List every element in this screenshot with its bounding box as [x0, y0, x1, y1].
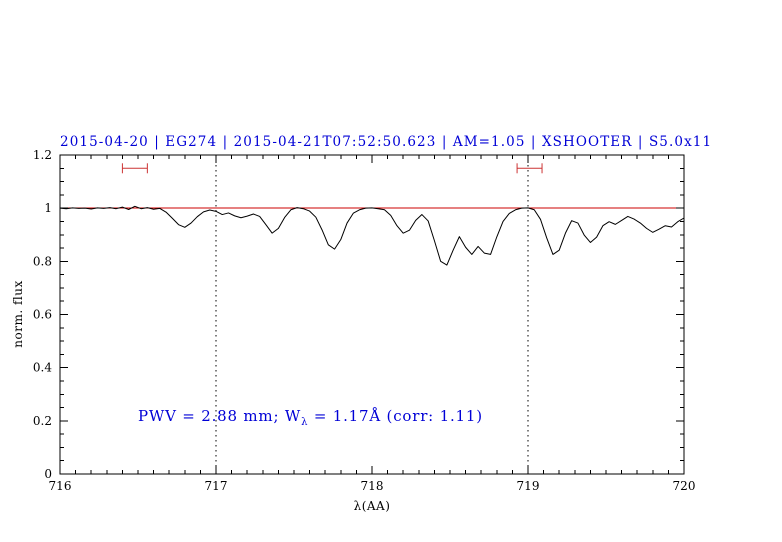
svg-text:717: 717 — [205, 479, 228, 493]
pwv-annotation: PWV = 2.88 mm; Wλ = 1.17Å (corr: 1.11) — [138, 407, 483, 428]
svg-text:718: 718 — [361, 479, 384, 493]
pwv-annotation-suffix: = 1.17Å (corr: 1.11) — [308, 407, 483, 425]
range-markers — [121, 163, 543, 174]
pwv-annotation-prefix: PWV = 2.88 mm; W — [138, 407, 302, 425]
y-tick-labels: 0 0.2 0.4 0.6 0.8 1 1.2 — [33, 148, 52, 481]
pwv-annotation-lambda-sub: λ — [301, 417, 309, 428]
svg-text:1.2: 1.2 — [33, 148, 52, 162]
x-axis-label: λ(AA) — [353, 499, 391, 513]
svg-text:1: 1 — [44, 201, 52, 215]
svg-text:720: 720 — [673, 479, 696, 493]
svg-text:0.2: 0.2 — [33, 414, 52, 428]
dotted-vlines — [215, 155, 529, 474]
x-ticks — [59, 155, 685, 474]
y-ticks — [60, 154, 684, 475]
x-tick-labels: 716 717 718 719 720 — [49, 479, 696, 493]
y-axis-label: norm. flux — [11, 280, 25, 348]
svg-text:0.4: 0.4 — [33, 361, 52, 375]
svg-text:0: 0 — [44, 467, 52, 481]
svg-text:716: 716 — [49, 479, 72, 493]
svg-text:0.8: 0.8 — [33, 254, 52, 268]
svg-text:719: 719 — [517, 479, 540, 493]
spectrum-line — [59, 205, 685, 266]
plot-title: 2015-04-20 | EG274 | 2015-04-21T07:52:50… — [60, 134, 713, 150]
svg-text:0.6: 0.6 — [33, 308, 52, 322]
